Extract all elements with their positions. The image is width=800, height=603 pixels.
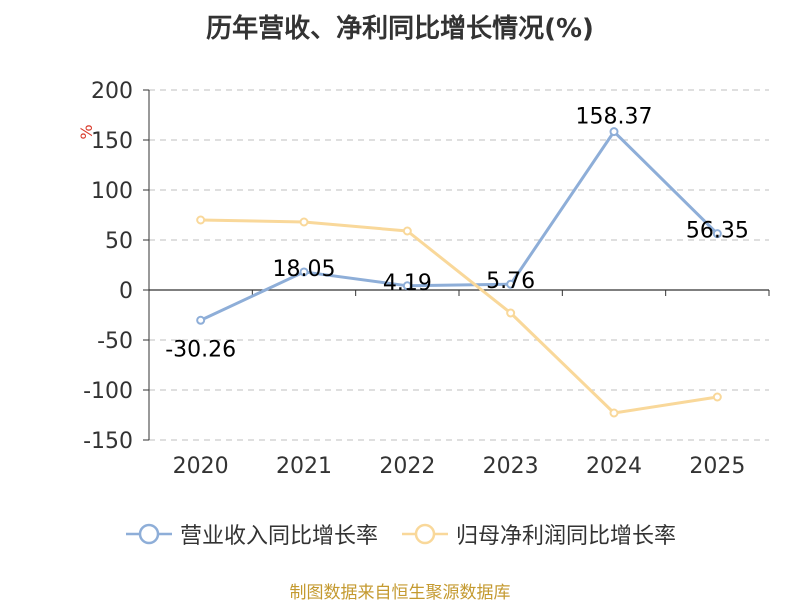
- data-point: [196, 215, 206, 225]
- data-point: [506, 308, 516, 318]
- data-point: [712, 392, 722, 402]
- y-tick-label: 100: [91, 179, 133, 204]
- data-point: [712, 229, 722, 239]
- axes: 200 150 100 50 0 -50 -100 -150 2020 2021 2022 2023 2…: [83, 79, 770, 479]
- data-point: [609, 408, 619, 418]
- data-point: [506, 279, 516, 289]
- data-label: 158.37: [576, 105, 653, 130]
- grid-lines: [149, 89, 769, 441]
- series-lines: [196, 127, 722, 418]
- x-tick-label: 2024: [586, 454, 642, 479]
- data-point: [299, 267, 309, 277]
- legend-item-revenue[interactable]: 营业收入同比增长率: [124, 518, 378, 550]
- data-point: [299, 217, 309, 227]
- y-tick-label: 0: [119, 279, 133, 304]
- data-point: [402, 281, 412, 291]
- x-tick-label: 2022: [379, 454, 435, 479]
- y-tick-label: 50: [105, 229, 133, 254]
- data-label: -30.26: [165, 337, 236, 362]
- legend-marker-net-profit: [402, 523, 448, 545]
- data-label: 18.05: [273, 257, 336, 282]
- y-tick-label: -50: [97, 329, 133, 354]
- series-line-1: [200, 218, 718, 415]
- data-source-note: 制图数据来自恒生聚源数据库: [289, 583, 511, 603]
- legend-item-net-profit[interactable]: 归母净利润同比增长率: [400, 518, 676, 550]
- x-tick-label: 2025: [689, 454, 745, 479]
- x-tick-label: 2021: [276, 454, 332, 479]
- legend-label-net-profit: 归母净利润同比增长率: [456, 524, 677, 549]
- legend: 营业收入同比增长率 归母净利润同比增长率: [0, 518, 800, 550]
- y-tick-label: 150: [91, 129, 133, 154]
- chart-title: 历年营收、净利同比增长情况(%): [206, 14, 594, 44]
- data-point: [196, 315, 206, 325]
- y-tick-label: -150: [83, 429, 133, 454]
- data-point: [402, 226, 412, 236]
- data-labels: -30.26 18.05 4.19 5.76 158.37 56.35: [165, 105, 749, 363]
- y-tick-label: -100: [83, 379, 133, 404]
- series-line-0: [200, 130, 719, 322]
- data-label: 56.35: [686, 219, 749, 244]
- data-label: 4.19: [383, 271, 432, 296]
- x-tick-label: 2023: [483, 454, 539, 479]
- y-tick-label: 200: [91, 79, 133, 104]
- x-tick-label: 2020: [173, 454, 229, 479]
- y-axis-unit-label: %: [77, 124, 96, 139]
- data-point: [609, 127, 619, 137]
- legend-marker-revenue: [125, 523, 172, 545]
- data-label: 5.76: [486, 269, 535, 294]
- legend-label-revenue: 营业收入同比增长率: [179, 524, 378, 549]
